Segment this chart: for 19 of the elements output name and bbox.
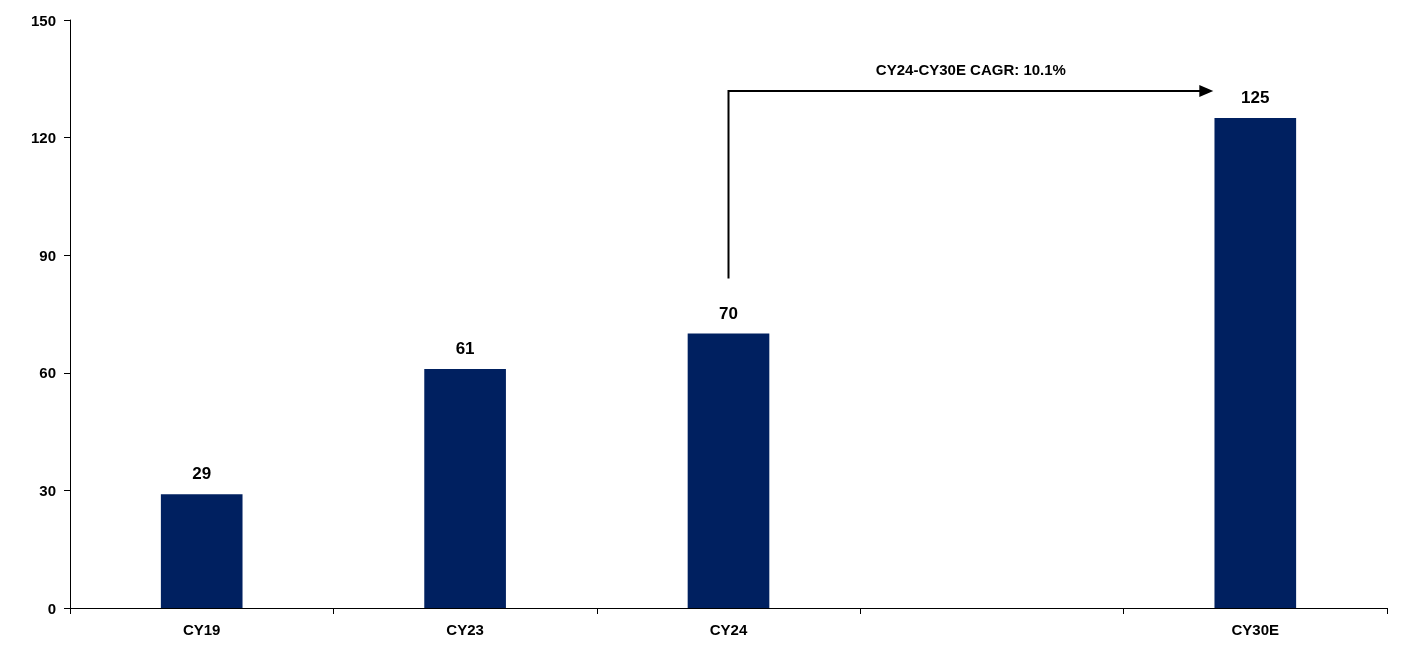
data-label: 125: [1241, 88, 1270, 107]
y-tick-label: 0: [47, 599, 56, 617]
bar: [687, 333, 770, 608]
y-tick-label: 90: [39, 246, 56, 264]
y-tick-label: 120: [30, 129, 56, 147]
data-label: 70: [719, 303, 738, 323]
y-tick-label: 60: [39, 364, 56, 382]
x-tick-label: CY24: [709, 621, 748, 638]
x-tick-label: CY23: [446, 621, 484, 638]
bar: [1214, 118, 1297, 608]
x-tick-label: CY19: [182, 621, 221, 638]
bar: [160, 494, 243, 608]
bar: [424, 368, 506, 608]
x-tick-label: CY30E: [1231, 621, 1280, 638]
y-tick-label: 150: [30, 11, 56, 29]
data-label: 29: [192, 464, 212, 484]
data-label: 61: [455, 338, 475, 358]
annotation: CY24-CY30E CAGR: 10.1%: [875, 60, 1066, 78]
y-tick-label: 30: [39, 481, 56, 499]
